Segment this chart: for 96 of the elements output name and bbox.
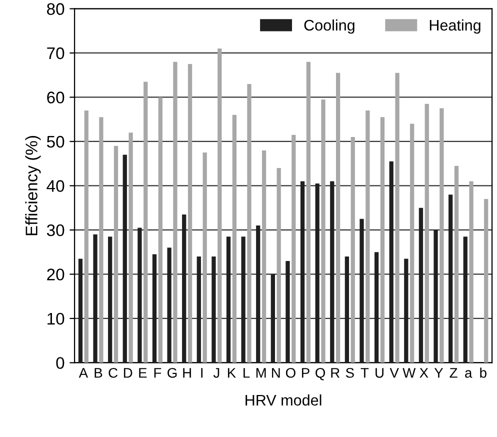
bar <box>454 166 459 363</box>
bar <box>434 230 438 363</box>
bar <box>114 146 118 363</box>
bar <box>374 252 379 363</box>
x-tick-label: F <box>154 368 162 378</box>
y-tick-label: 20 <box>47 268 64 280</box>
x-tick-label: Y <box>434 368 444 378</box>
y-tick-label: 40 <box>46 180 64 192</box>
x-tick-label: H <box>183 368 191 378</box>
bar <box>188 64 192 363</box>
y-axis-title: Efficiency (%) <box>25 136 41 236</box>
bar <box>84 110 88 363</box>
bar <box>158 97 162 363</box>
bar <box>241 236 246 363</box>
bar <box>232 114 237 363</box>
y-tick-label: 60 <box>47 92 64 104</box>
bar <box>122 154 127 363</box>
bar <box>247 84 252 363</box>
bar <box>360 218 364 363</box>
x-tick-label: Q <box>316 368 326 380</box>
x-tick-label: W <box>402 368 416 378</box>
bar <box>128 132 133 363</box>
bar <box>366 110 370 363</box>
x-tick-label: L <box>244 368 250 378</box>
bar <box>350 137 355 363</box>
bar <box>182 214 186 363</box>
bar <box>344 256 350 363</box>
y-tick-label: 50 <box>46 136 64 148</box>
bar <box>315 184 320 363</box>
x-tick-label: R <box>331 368 340 378</box>
x-tick-label: V <box>390 368 399 378</box>
y-tick-label: 10 <box>48 312 64 325</box>
bar <box>144 82 148 363</box>
bar <box>463 236 468 363</box>
bar <box>300 181 305 363</box>
x-tick-label: C <box>108 368 118 378</box>
bar <box>410 124 414 363</box>
bar <box>389 161 394 363</box>
x-tick-label: M <box>256 368 266 378</box>
bar <box>99 117 104 363</box>
x-axis-title: HRV model <box>246 394 322 406</box>
bar <box>167 248 172 363</box>
bar <box>330 181 334 363</box>
bar <box>336 72 340 363</box>
bar <box>321 99 326 363</box>
bar <box>292 134 296 363</box>
bar <box>108 236 112 363</box>
bar <box>380 117 385 363</box>
bar <box>469 181 474 363</box>
x-tick-label: G <box>168 368 177 378</box>
x-tick-label: b <box>480 368 486 378</box>
bar <box>286 260 290 363</box>
bar <box>202 152 207 363</box>
bar <box>484 199 488 363</box>
bar <box>196 256 201 363</box>
x-tick-label: J <box>213 368 220 378</box>
bar <box>173 62 178 363</box>
bar <box>262 150 266 363</box>
bar <box>418 208 424 363</box>
bar <box>256 226 260 363</box>
x-tick-label: Z <box>450 368 458 378</box>
legend-label: Heating <box>430 19 480 34</box>
x-tick-label: N <box>272 368 280 378</box>
bar <box>306 62 311 363</box>
bar <box>226 236 231 363</box>
x-tick-label: K <box>228 368 236 378</box>
y-tick-label: 80 <box>47 3 64 15</box>
bar <box>448 194 453 363</box>
x-tick-label: D <box>124 368 132 378</box>
x-tick-label: S <box>346 368 354 378</box>
bar <box>138 228 142 363</box>
legend-label: Cooling <box>304 19 354 34</box>
x-tick-label: B <box>94 368 102 378</box>
bar <box>276 168 281 363</box>
x-tick-label: I <box>201 368 203 378</box>
bar <box>424 104 429 363</box>
bar <box>93 234 98 363</box>
x-tick-label: A <box>78 368 88 378</box>
x-tick-label: P <box>302 368 310 378</box>
x-tick-label: E <box>139 368 147 378</box>
bar <box>395 72 400 363</box>
x-tick-label: a <box>465 370 472 378</box>
bar <box>78 258 83 363</box>
bar <box>212 256 216 363</box>
bar <box>270 274 275 363</box>
x-tick-label: U <box>376 368 384 378</box>
x-tick-label: X <box>420 368 428 378</box>
bar <box>152 254 157 363</box>
x-tick-label: O <box>286 368 296 378</box>
y-tick-label: 0 <box>56 357 64 369</box>
bar <box>218 48 222 363</box>
bar <box>440 108 444 363</box>
bar <box>404 258 408 363</box>
x-tick-label: T <box>360 368 369 378</box>
y-tick-label: 70 <box>47 47 64 60</box>
y-tick-label: 30 <box>46 224 64 236</box>
